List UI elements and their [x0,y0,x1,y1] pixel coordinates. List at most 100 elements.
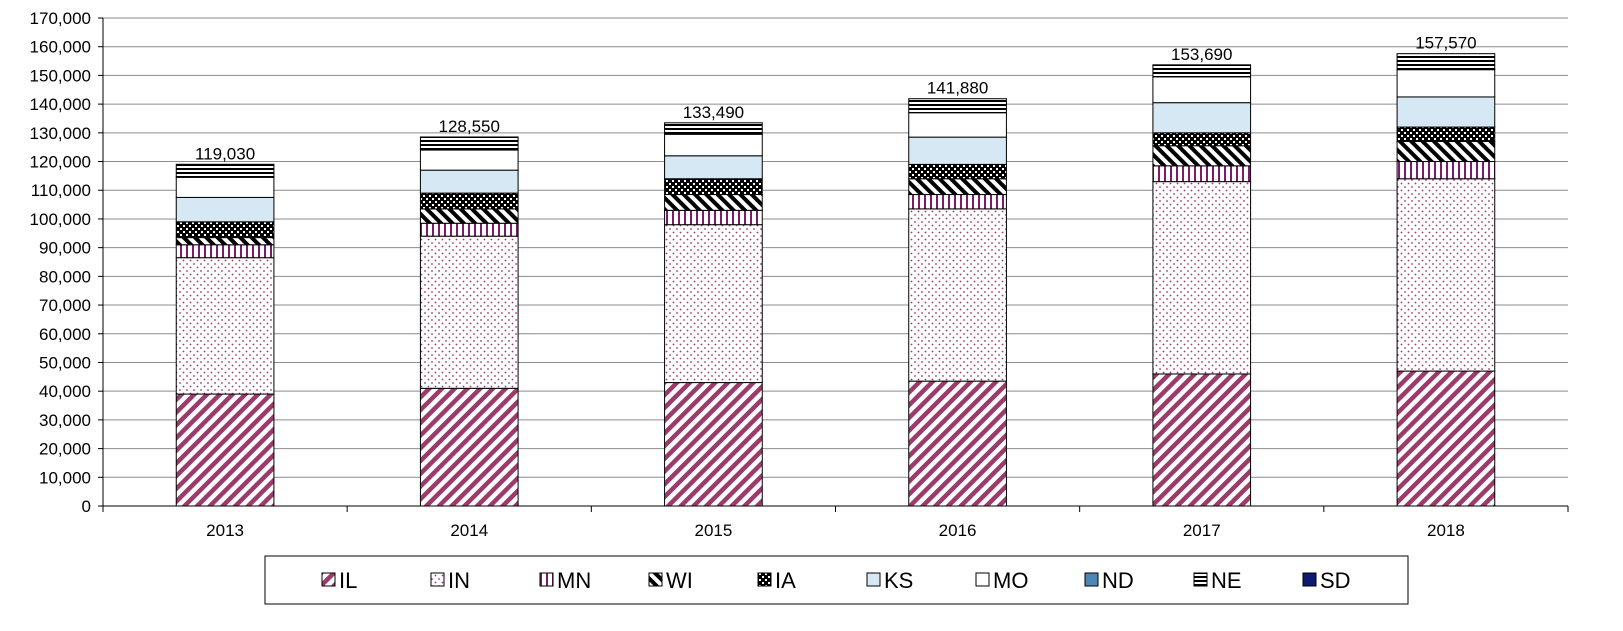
bar-segment-mn [419,222,519,237]
x-tick-label: 2016 [939,521,977,540]
bar-segment-in [1152,181,1252,375]
total-label: 141,880 [927,79,988,98]
y-tick-label: 140,000 [30,95,91,114]
legend-swatch-sd [1302,572,1317,587]
legend-label-wi: WI [666,568,693,593]
y-tick-label: 120,000 [30,153,91,172]
y-tick-label: 20,000 [39,440,91,459]
bar-segment-il [1152,373,1252,507]
y-tick-label: 170,000 [30,9,91,28]
legend-label-ia: IA [775,568,796,593]
bar-segment-ks [1152,102,1252,134]
legend-swatch-nd [1084,572,1099,587]
legend-label-mn: MN [557,568,591,593]
bar-segment-ks [1396,96,1496,128]
total-label: 119,030 [195,144,255,163]
y-axis: 0 10,000 20,000 30,000 40,000 50,000 60,000 70,… [30,9,104,516]
bar-segment-mn [664,209,763,226]
total-label: 153,690 [1171,45,1232,64]
bar-segment-in [175,257,275,395]
bar-segment-mo [175,176,275,198]
bar-segment-ne [664,122,763,135]
total-label: 133,490 [683,103,744,122]
bar-segment-ne [419,136,519,151]
y-tick-label: 110,000 [31,181,91,200]
gridlines [103,17,1568,507]
y-tick-label: 0 [82,497,91,516]
bar-segment-mn [1396,161,1496,180]
legend-swatch-ne [1193,572,1208,587]
y-tick-label: 70,000 [39,296,91,315]
y-tick-label: 50,000 [39,353,91,372]
legend-label-ne: NE [1211,568,1242,593]
y-tick-label: 10,000 [39,468,91,487]
bar-segment-mn [908,194,1007,210]
bar-segment-ia [419,192,519,210]
y-tick-label: 100,000 [30,210,91,229]
bar-segment-in [1396,178,1496,372]
y-tick-label: 30,000 [39,411,91,430]
bar-segment-il [908,380,1007,507]
legend: IL IN MN WI IA KS MO ND NE SD [264,555,1409,605]
x-tick-label: 2015 [695,521,733,540]
legend-swatch-in [430,572,445,587]
bar-segment-wi [175,237,275,246]
bar-segment-in [664,224,763,384]
legend-label-ks: KS [884,568,913,593]
bar-segment-in [419,235,519,389]
y-tick-label: 40,000 [39,382,91,401]
legend-label-sd: SD [1320,568,1351,593]
legend-label-in: IN [448,568,470,593]
bar-segment-mo [664,133,763,157]
bar-segment-mo [419,149,519,171]
bar-segment-ia [664,178,763,196]
x-tick-label: 2017 [1183,521,1221,540]
bar-segment-ne [908,98,1007,114]
legend-swatch-mn [539,572,554,587]
total-labels: 119,030 128,550 133,490 141,880 153,690 157,5… [195,34,1477,164]
bar-segment-wi [1396,140,1496,163]
legend-swatch-wi [648,572,663,587]
bar-segment-ks [664,155,763,180]
bar-segment-il [175,393,275,507]
bar-segment-wi [419,208,519,224]
bar-segment-il [419,387,519,507]
legend-swatch-ks [866,572,881,587]
bar-segment-ia [1152,132,1252,147]
legend-swatch-mo [975,572,990,587]
bar-segment-ks [419,169,519,194]
y-tick-label: 90,000 [39,239,91,258]
bar-segment-in [908,208,1007,382]
bar-segment-wi [664,194,763,211]
bar-segment-ia [175,221,275,239]
bar-segment-il [664,382,763,507]
y-tick-label: 150,000 [30,66,91,85]
bar-segment-mn [1152,165,1252,183]
bar-segment-ne [1396,53,1496,71]
bar-segment-ne [175,163,275,178]
bar-segment-mo [1396,69,1496,98]
x-tick-label: 2013 [206,521,244,540]
total-label: 157,570 [1415,34,1476,53]
bar-segment-mn [175,244,275,259]
legend-swatch-il [321,572,336,587]
bar-segment-ks [175,196,275,223]
total-label: 128,550 [439,117,500,136]
bar-segment-mo [1152,76,1252,104]
bar-segment-wi [908,178,1007,196]
legend-swatch-ia [757,572,772,587]
bars [175,53,1496,507]
bar-segment-wi [1152,145,1252,167]
y-tick-label: 60,000 [39,325,91,344]
y-tick-label: 160,000 [30,38,91,57]
bar-segment-ne [1152,64,1252,78]
x-axis: 2013 2014 2015 2016 2017 2018 [102,505,1569,540]
x-tick-label: 2018 [1427,521,1465,540]
legend-label-il: IL [339,568,357,593]
legend-label-nd: ND [1102,568,1134,593]
bar-segment-il [1396,370,1496,507]
bar-segment-ia [1396,126,1496,142]
y-tick-label: 80,000 [39,267,91,286]
